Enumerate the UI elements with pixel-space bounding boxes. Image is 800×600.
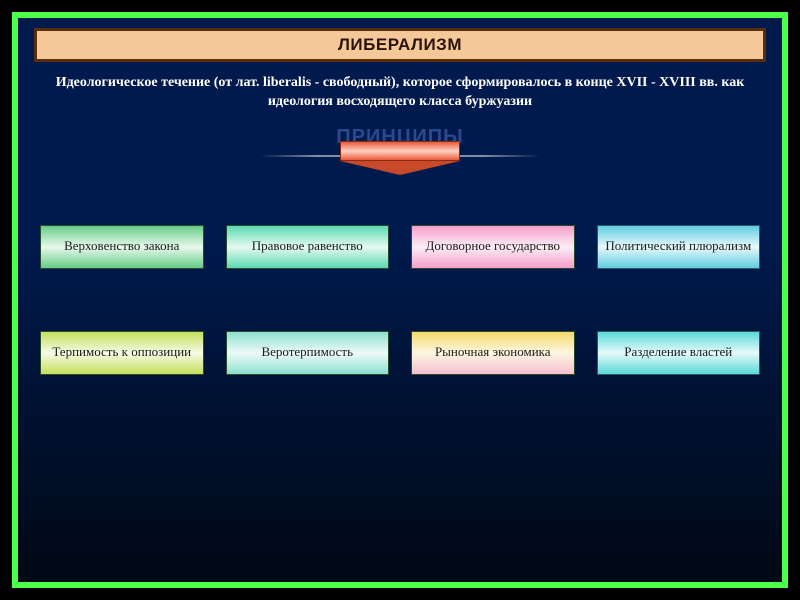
title-bar: ЛИБЕРАЛИЗМ <box>34 28 766 62</box>
principle-label: Правовое равенство <box>252 239 363 254</box>
principle-label: Верховенство закона <box>64 239 179 254</box>
principle-box: Политический плюрализм <box>597 225 761 269</box>
outer-frame: ЛИБЕРАЛИЗМ Идеологическое течение (от ла… <box>0 0 800 600</box>
principle-box: Верховенство закона <box>40 225 204 269</box>
arrow-block <box>34 141 766 175</box>
principle-label: Разделение властей <box>624 345 732 360</box>
principle-box: Терпимость к оппозиции <box>40 331 204 375</box>
title-text: ЛИБЕРАЛИЗМ <box>338 35 462 54</box>
arrow-icon <box>340 141 460 175</box>
principle-label: Политический плюрализм <box>605 239 751 254</box>
principle-box: Рыночная экономика <box>411 331 575 375</box>
principle-label: Терпимость к оппозиции <box>52 345 191 360</box>
principle-box: Договорное государство <box>411 225 575 269</box>
description-text: Идеологическое течение (от лат. liberali… <box>34 74 766 112</box>
principle-box: Правовое равенство <box>226 225 390 269</box>
principle-box: Веротерпимость <box>226 331 390 375</box>
slide-panel: ЛИБЕРАЛИЗМ Идеологическое течение (от ла… <box>12 12 788 588</box>
principle-label: Договорное государство <box>425 239 560 254</box>
principle-box: Разделение властей <box>597 331 761 375</box>
principles-grid: Верховенство закона Правовое равенство Д… <box>34 225 766 375</box>
principle-label: Рыночная экономика <box>435 345 551 360</box>
principle-label: Веротерпимость <box>261 345 353 360</box>
